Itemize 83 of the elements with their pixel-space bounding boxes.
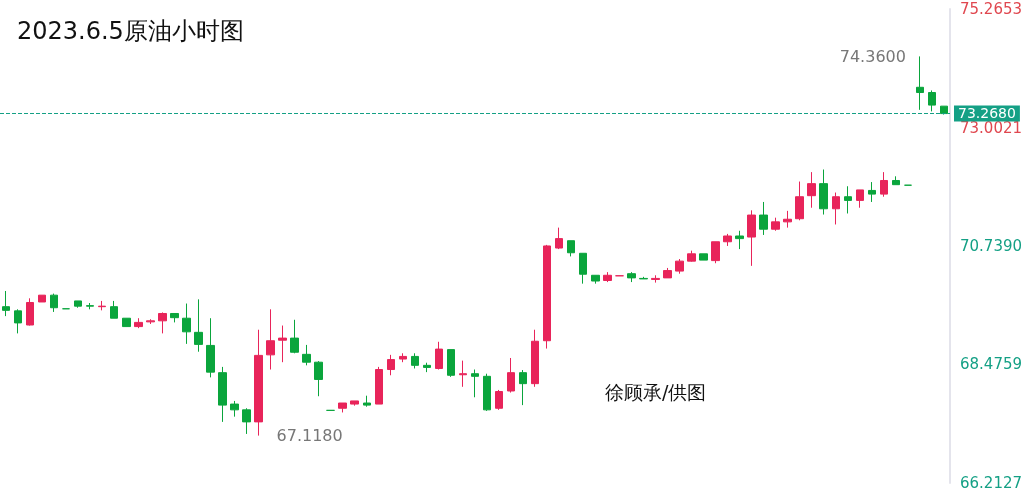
candlestick <box>483 373 491 412</box>
annotation: 徐顾承/供图 <box>605 380 707 403</box>
candlestick <box>98 300 106 311</box>
candlestick <box>266 308 275 371</box>
candlestick <box>844 185 852 214</box>
candlestick <box>86 302 94 310</box>
candlestick <box>26 297 34 327</box>
candlestick <box>555 227 563 250</box>
candlestick <box>38 294 46 303</box>
candlestick <box>579 252 587 285</box>
candlestick <box>230 400 239 418</box>
y-tick-label: 70.7390 <box>960 237 1023 255</box>
candlestick <box>399 352 407 363</box>
candlestick <box>50 293 58 313</box>
candlestick <box>495 389 503 411</box>
candlestick <box>507 357 515 394</box>
candlestick <box>278 325 287 363</box>
candlestick <box>158 311 167 334</box>
candlestick <box>302 344 311 366</box>
candlestick <box>170 312 179 323</box>
candlestick <box>771 217 780 232</box>
candlestick <box>471 369 479 398</box>
y-tick-label: 75.2653 <box>960 0 1023 18</box>
candlestick <box>531 329 539 388</box>
candlestick <box>2 290 10 317</box>
candlestick <box>74 300 82 309</box>
candlestick <box>567 240 575 257</box>
candlestick <box>940 105 948 116</box>
candlestick <box>519 369 527 406</box>
candlestick <box>856 189 864 209</box>
candlestick <box>146 318 155 325</box>
candlestick <box>928 89 936 112</box>
chart-title: 2023.6.5原油小时图 <box>17 17 244 45</box>
candlestick <box>423 362 431 373</box>
annotation: 67.1180 <box>276 426 343 446</box>
candlestick <box>350 400 359 407</box>
candlestick <box>411 352 419 369</box>
candlestick <box>459 360 467 388</box>
candlestick <box>819 169 828 216</box>
candlestick <box>651 274 660 284</box>
candlestick <box>807 171 816 209</box>
candlestick <box>206 317 215 378</box>
candlestick <box>639 276 648 280</box>
candlestick <box>892 175 900 186</box>
candlestick <box>543 244 551 350</box>
candlestick <box>14 308 22 334</box>
candlestick <box>122 317 131 328</box>
candlestick <box>314 360 323 397</box>
candlestick <box>218 366 227 423</box>
candlestick <box>338 402 347 413</box>
candlestick <box>711 241 720 264</box>
candlestick <box>916 55 924 111</box>
candlestick <box>747 209 756 267</box>
candlestick <box>735 230 744 250</box>
candlestick <box>795 181 804 221</box>
candlestick <box>591 274 600 285</box>
candlestick <box>290 319 299 354</box>
candlestick <box>880 171 888 198</box>
candlestick <box>194 298 203 353</box>
candlestick <box>687 250 696 263</box>
candlestick <box>675 258 684 275</box>
y-tick-label: 66.2127 <box>960 474 1023 492</box>
candlestick <box>868 181 876 203</box>
candlestick <box>723 233 732 247</box>
candlestick <box>699 253 708 261</box>
candlestick <box>663 267 672 279</box>
candlestick <box>832 192 840 225</box>
candlestick <box>627 271 636 283</box>
candlestick <box>603 271 612 283</box>
y-tick-label: 68.4759 <box>960 355 1023 374</box>
candlestick <box>254 329 263 437</box>
candlestick <box>363 395 371 408</box>
candlestick <box>435 341 443 371</box>
candlestick <box>134 317 143 329</box>
candlestick <box>375 366 383 405</box>
candlestick <box>110 300 118 319</box>
candlestick <box>182 303 191 345</box>
candlestick <box>783 210 792 229</box>
candlestick <box>759 201 768 236</box>
annotation: 74.3600 <box>839 46 906 66</box>
candlestick <box>447 349 455 378</box>
candlestick <box>387 354 395 376</box>
candlestick <box>242 407 251 435</box>
